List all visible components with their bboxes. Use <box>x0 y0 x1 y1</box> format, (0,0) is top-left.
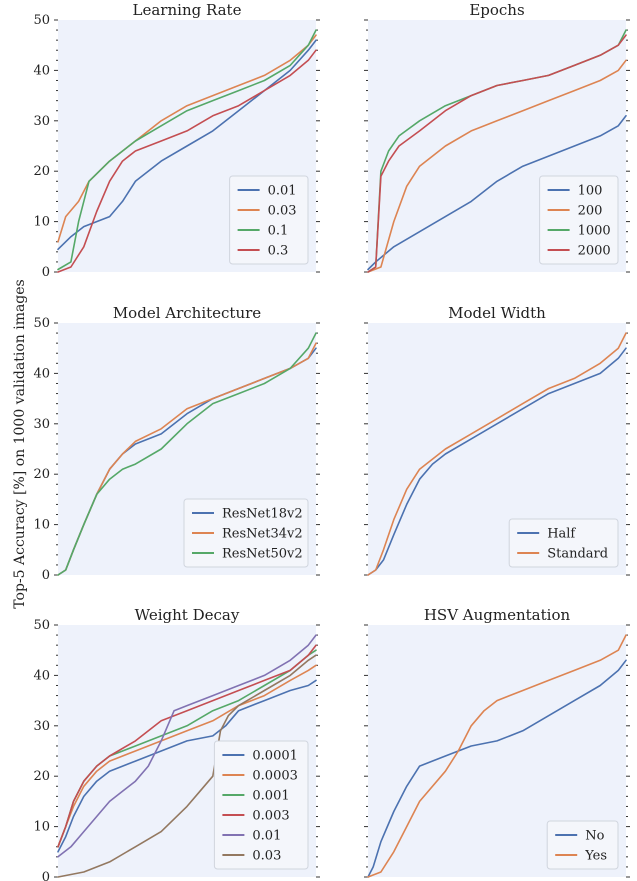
legend-label: 0.0001 <box>252 749 298 764</box>
legend-label: 1000 <box>578 224 611 239</box>
legend-label: 0.1 <box>268 224 289 239</box>
y-tick-label: 50 <box>33 618 50 633</box>
series-line-200 <box>367 59 627 273</box>
chart-panel-4: Weight Decay 0 10 20 30 40 50 0.0001 0.0003 0.001… <box>33 606 320 881</box>
y-tick-label: 10 <box>33 518 50 533</box>
legend-label: Yes <box>584 849 607 864</box>
series-line-0.03 <box>57 654 317 878</box>
series-line-ResNet50v2 <box>57 332 317 576</box>
y-tick-label: 50 <box>33 13 50 28</box>
legend <box>508 518 619 568</box>
series-line-No <box>367 659 627 878</box>
series-line-0.01 <box>57 634 317 858</box>
legend-label: No <box>585 829 604 844</box>
y-tick-label: 20 <box>33 467 50 482</box>
legend-label: 200 <box>578 204 603 219</box>
series-line-Yes <box>367 634 627 878</box>
legend <box>213 740 309 870</box>
y-tick-label: 30 <box>33 417 50 432</box>
y-tick-label: 30 <box>33 114 50 129</box>
chart-title: Learning Rate <box>133 1 242 19</box>
y-tick-label: 0 <box>42 265 50 280</box>
legend-label: 0.03 <box>252 849 281 864</box>
chart-panel-2: Model Architecture 0 10 20 30 40 50 ResNet18v2 R… <box>33 304 320 583</box>
y-tick-label: 40 <box>33 63 50 78</box>
legend <box>229 175 309 265</box>
series-line-0.01 <box>57 39 317 251</box>
chart-title: HSV Augmentation <box>424 606 571 624</box>
y-tick-label: 40 <box>33 668 50 683</box>
y-tick-label: 50 <box>33 316 50 331</box>
chart-panel-0: Learning Rate 0 10 20 30 40 50 0.01 0.03 0.1 0.3 <box>33 1 320 280</box>
chart-title: Epochs <box>469 1 524 19</box>
chart-panel-5: HSV Augmentation No Yes <box>364 606 630 878</box>
series-line-0.3 <box>57 49 317 273</box>
series-line-0.0001 <box>57 679 317 853</box>
y-tick-label: 20 <box>33 769 50 784</box>
chart-title: Model Width <box>448 304 546 322</box>
y-tick-label: 30 <box>33 719 50 734</box>
legend-label: ResNet34v2 <box>222 527 303 542</box>
legend-label: 0.01 <box>268 184 297 199</box>
legend-label: Standard <box>547 547 608 562</box>
legend-label: ResNet18v2 <box>222 507 303 522</box>
legend <box>546 820 619 870</box>
series-line-0.1 <box>57 29 317 271</box>
legend-label: 0.01 <box>252 829 281 844</box>
y-axis-label: Top-5 Accuracy [%] on 1000 validation im… <box>12 279 28 608</box>
chart-panel-1: Epochs 100 200 1000 2000 <box>364 1 630 273</box>
legend-label: 100 <box>578 184 603 199</box>
y-tick-label: 10 <box>33 215 50 230</box>
legend-label: 0.001 <box>252 789 289 804</box>
legend-label: Half <box>547 527 576 542</box>
series-line-Half <box>367 347 627 576</box>
legend <box>183 498 309 568</box>
legend-label: 0.3 <box>268 244 289 259</box>
y-tick-label: 10 <box>33 820 50 835</box>
series-line-Standard <box>367 332 627 576</box>
chart-panels: Learning Rate 0 10 20 30 40 50 0.01 0.03 0.1 0.3 Ep… <box>33 1 630 881</box>
legend <box>539 175 619 265</box>
series-line-0.003 <box>57 644 317 848</box>
chart-title: Weight Decay <box>135 606 240 624</box>
series-line-2000 <box>367 34 627 273</box>
legend-label: 2000 <box>578 244 611 259</box>
chart-title: Model Architecture <box>113 304 261 322</box>
legend-label: 0.03 <box>268 204 297 219</box>
y-tick-label: 0 <box>42 870 50 881</box>
y-tick-label: 40 <box>33 366 50 381</box>
y-tick-label: 0 <box>42 568 50 583</box>
series-line-0.03 <box>57 34 317 243</box>
y-tick-label: 20 <box>33 164 50 179</box>
legend-label: 0.0003 <box>252 769 298 784</box>
series-line-100 <box>367 115 627 271</box>
chart-panel-3: Model Width Half Standard <box>364 304 630 576</box>
legend-label: ResNet50v2 <box>222 547 303 562</box>
legend-label: 0.003 <box>252 809 289 824</box>
